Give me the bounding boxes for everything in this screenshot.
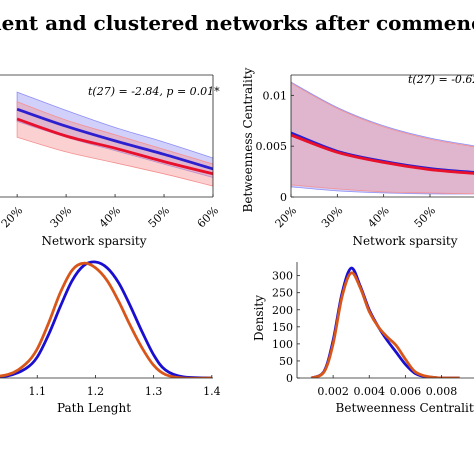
- series-line-1: [16, 117, 213, 176]
- y-tick-label: 200: [272, 304, 293, 317]
- y-tick-label: 50: [279, 355, 293, 368]
- y-axis-label: Betweenness Centrality: [241, 67, 255, 212]
- x-tick-label: 50%: [412, 204, 438, 230]
- x-axis-label: Path Lenght: [57, 401, 131, 415]
- stat-annotation: t(27) = -0.62: [408, 73, 474, 86]
- x-tick-labels: 20% 30% 40% 50% 60%: [0, 194, 221, 230]
- y-tick-label: 0.005: [256, 140, 288, 153]
- y-tick-label: 0: [280, 191, 287, 204]
- confidence-band-1: [291, 82, 474, 195]
- confidence-bands: [16, 91, 213, 187]
- panel-top-left: 20% 30% 40% 50% 60% t(27) = -2.84, p = 0.01*…: [0, 74, 221, 248]
- x-tick-label: 1.3: [145, 385, 163, 398]
- x-tick-label: 40%: [365, 204, 391, 230]
- panel-bottom-left: 1.1 1.2 1.3 1.4 Path Lenght: [0, 260, 221, 415]
- density-lines: [310, 266, 460, 378]
- x-tick-label: 0.006: [390, 385, 422, 398]
- x-tick-label: 1.4: [203, 385, 221, 398]
- series-line-1: [0, 261, 212, 378]
- series-line-1: [310, 271, 460, 378]
- x-tick-label: 20%: [0, 204, 25, 230]
- y-tick-labels: 0 0.005 0.01: [256, 89, 294, 204]
- y-tick-label: 150: [272, 321, 293, 334]
- y-tick-label: 0.01: [263, 89, 288, 102]
- y-tick-label: 250: [272, 287, 293, 300]
- x-axis-label: Network sparsity: [41, 234, 146, 248]
- x-tick-labels: 1.1 1.2 1.3 1.4: [28, 375, 221, 398]
- series-line-0: [16, 107, 213, 171]
- x-tick-label: 50%: [146, 204, 172, 230]
- x-tick-label: 0.004: [353, 385, 385, 398]
- figure-title: ient and clustered networks after commen…: [0, 11, 474, 35]
- y-tick-labels: 0 50 100 150 200 250 300: [272, 270, 300, 385]
- stat-annotation: t(27) = -2.84, p = 0.01*: [88, 85, 220, 98]
- x-tick-label: 60%: [195, 204, 221, 230]
- confidence-band-0: [291, 81, 474, 195]
- series-lines: [291, 131, 474, 175]
- x-tick-label: 40%: [97, 204, 123, 230]
- series-line-0: [310, 266, 460, 378]
- panel-top-right: 0 0.005 0.01 20% 30% 40% 50% t(27) = -0.62 Ne…: [241, 67, 474, 248]
- series-line-0: [0, 260, 212, 378]
- x-tick-labels: 0.002 0.004 0.006 0.008: [317, 375, 457, 398]
- series-line-1: [291, 133, 474, 175]
- x-axis-label: Betweenness Centrality: [336, 401, 474, 415]
- density-lines: [0, 260, 212, 378]
- x-axis-label: Network sparsity: [352, 234, 457, 248]
- x-tick-label: 0.008: [426, 385, 458, 398]
- confidence-bands: [291, 81, 474, 195]
- y-tick-label: 0: [286, 372, 293, 385]
- confidence-band-1: [16, 101, 213, 187]
- y-axis-label: Density: [252, 295, 266, 341]
- y-tick-label: 100: [272, 338, 293, 351]
- x-tick-label: 1.1: [28, 385, 46, 398]
- x-tick-label: 30%: [48, 204, 74, 230]
- y-tick-label: 300: [272, 270, 293, 283]
- x-tick-label: 1.2: [87, 385, 105, 398]
- x-tick-label: 0.002: [317, 385, 349, 398]
- x-tick-labels: 20% 30% 40% 50%: [273, 194, 438, 230]
- x-tick-label: 20%: [273, 204, 299, 230]
- x-tick-label: 30%: [319, 204, 345, 230]
- series-lines: [16, 107, 213, 176]
